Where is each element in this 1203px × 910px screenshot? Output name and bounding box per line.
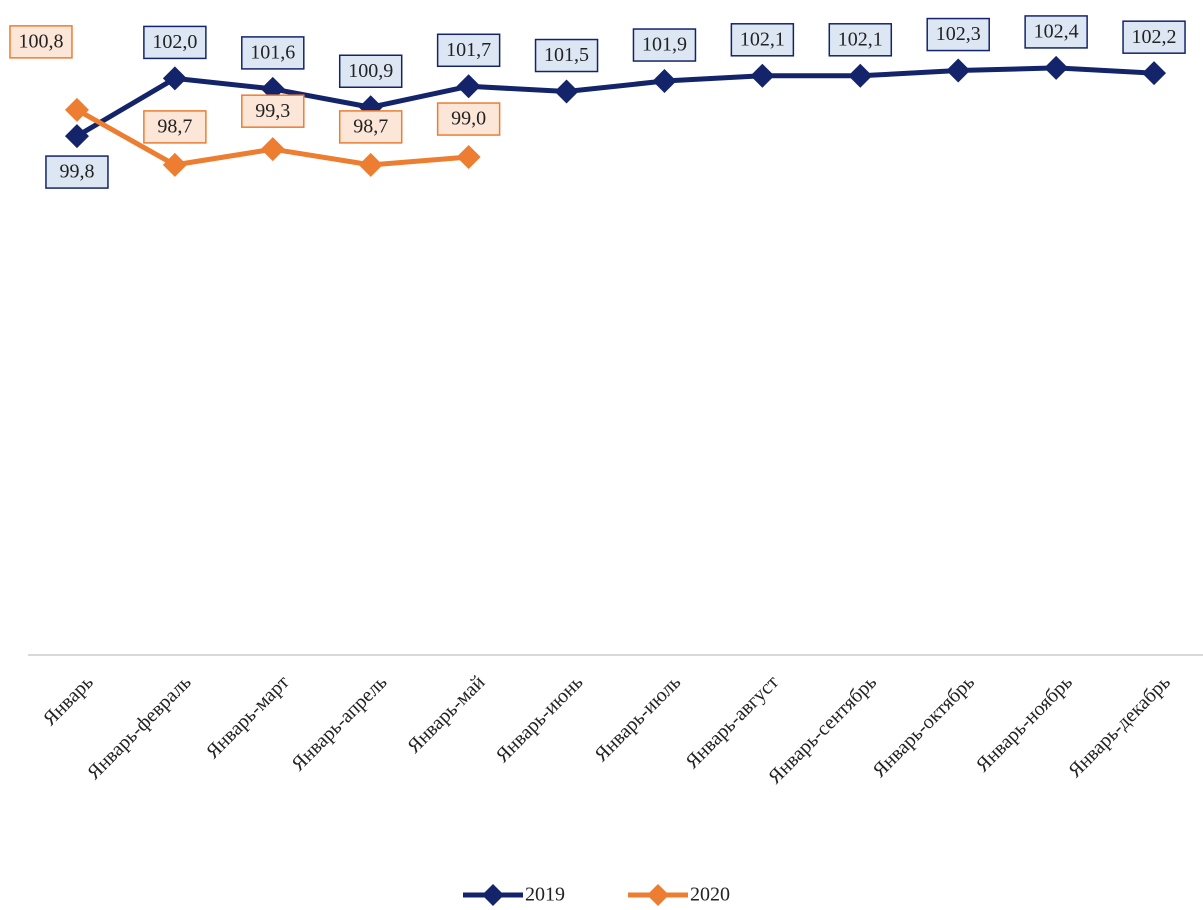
data-label-text: 101,7 — [446, 39, 491, 61]
marker — [162, 66, 187, 91]
marker — [456, 145, 481, 170]
data-label: 101,6 — [241, 36, 305, 70]
data-label: 98,7 — [143, 110, 207, 144]
x-tick-label: Январь-август — [681, 671, 783, 773]
data-label-box — [730, 23, 795, 57]
data-label-box — [436, 102, 501, 136]
marker — [64, 97, 89, 122]
data-label-text: 99,0 — [451, 108, 486, 130]
marker — [358, 152, 383, 177]
data-label: 102,3 — [926, 17, 990, 52]
marker — [260, 137, 285, 162]
marker — [162, 152, 187, 177]
data-label-text: 100,8 — [18, 30, 63, 52]
data-label-text: 102,1 — [838, 28, 883, 50]
data-label-box — [828, 23, 893, 57]
legend-marker — [482, 884, 504, 906]
x-tick-label: Январь-апрель — [287, 671, 391, 775]
x-tick-label: Январь-март — [202, 671, 294, 763]
data-label-text: 101,6 — [250, 41, 295, 63]
data-label: 101,7 — [436, 33, 501, 68]
x-tick-label: Январь-ноябрь — [972, 671, 1077, 776]
series-line — [75, 65, 1155, 139]
marker — [1142, 61, 1167, 86]
data-label-box — [1024, 15, 1088, 49]
data-label-text: 102,1 — [740, 28, 785, 50]
data-label-text: 98,7 — [157, 115, 192, 137]
data-label-box — [534, 38, 599, 73]
data-label: 102,1 — [730, 23, 795, 57]
data-label: 101,5 — [534, 38, 599, 73]
data-label-box — [1122, 20, 1186, 54]
data-label: 100,9 — [338, 54, 403, 88]
data-label: 98,7 — [338, 110, 403, 144]
data-label: 99,3 — [241, 94, 305, 128]
data-label-text: 100,9 — [348, 60, 393, 82]
x-tick-label: Январь-сентябрь — [764, 671, 881, 788]
data-label-text: 102,3 — [936, 23, 981, 45]
data-label-text: 102,0 — [152, 31, 197, 53]
marker — [652, 69, 677, 94]
data-label-text: 101,5 — [544, 44, 589, 66]
x-tick-label: Январь-июнь — [492, 671, 588, 767]
data-label-box — [338, 54, 403, 88]
x-tick-label: Январь-июль — [590, 671, 685, 766]
data-label-text: 102,2 — [1132, 26, 1177, 48]
marker — [750, 63, 775, 88]
data-label-text: 99,3 — [255, 100, 290, 122]
data-label: 101,9 — [632, 28, 697, 62]
data-label: 102,2 — [1122, 20, 1186, 54]
x-tick-label: Январь-декабрь — [1064, 671, 1175, 782]
data-label-text: 102,4 — [1034, 21, 1079, 43]
data-label-box — [436, 33, 501, 68]
data-label: 102,0 — [143, 25, 207, 60]
marker — [554, 79, 579, 104]
legend-label: 2019 — [525, 884, 565, 906]
x-tick-label: Январь-октябрь — [868, 671, 979, 782]
marker — [1044, 55, 1069, 80]
data-label-box — [45, 155, 109, 189]
marker — [946, 58, 971, 83]
data-label: 99,8 — [45, 155, 109, 189]
data-label-text: 101,9 — [642, 34, 687, 56]
data-label: 100,8 — [9, 25, 73, 59]
data-label: 102,4 — [1024, 15, 1088, 49]
data-label-box — [926, 17, 990, 52]
data-label-text: 99,8 — [59, 161, 94, 183]
marker — [64, 124, 89, 149]
data-label-box — [9, 25, 73, 59]
data-label-box — [143, 110, 207, 144]
data-label-text: 98,7 — [353, 115, 388, 137]
data-label-box — [241, 36, 305, 70]
data-label-box — [632, 28, 697, 62]
x-tick-label: Январь-май — [403, 671, 489, 757]
data-label: 99,0 — [436, 102, 501, 136]
legend-marker — [647, 884, 669, 906]
x-tick-label: Январь-февраль — [83, 671, 196, 784]
data-label-box — [338, 110, 403, 144]
marker — [456, 74, 481, 99]
data-label: 102,1 — [828, 23, 893, 57]
data-label-box — [143, 25, 207, 60]
x-tick-label: Январь — [39, 671, 98, 730]
data-label-box — [241, 94, 305, 128]
legend-label: 2020 — [690, 884, 730, 906]
marker — [848, 63, 873, 88]
